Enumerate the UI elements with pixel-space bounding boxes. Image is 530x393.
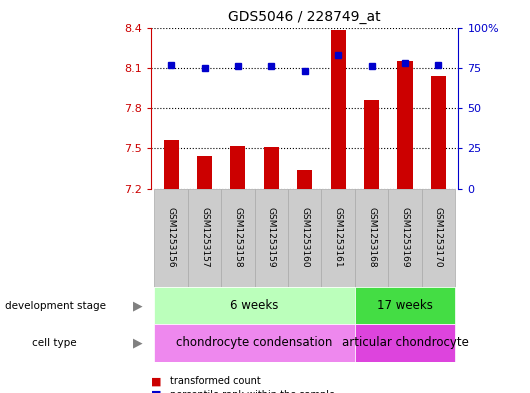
Bar [154,189,188,287]
Bar [322,189,355,287]
Bar [364,100,379,189]
Text: 6 weeks: 6 weeks [231,299,279,312]
Bar [297,170,312,189]
Text: articular chondrocyte: articular chondrocyte [341,336,469,349]
Text: GSM1253158: GSM1253158 [233,208,242,268]
Text: ■: ■ [151,390,162,393]
Bar [355,189,388,287]
Bar [221,189,254,287]
Bar [288,189,322,287]
Text: percentile rank within the sample: percentile rank within the sample [170,390,334,393]
Text: ▶: ▶ [133,299,143,312]
Text: development stage: development stage [5,301,107,310]
Bar [254,189,288,287]
Title: GDS5046 / 228749_at: GDS5046 / 228749_at [228,10,381,24]
Text: ▶: ▶ [133,336,143,349]
Bar [154,287,355,324]
Bar [398,61,412,189]
Text: GSM1253156: GSM1253156 [166,208,175,268]
Text: transformed count: transformed count [170,376,260,386]
Text: GSM1253170: GSM1253170 [434,208,443,268]
Bar [188,189,221,287]
Text: GSM1253157: GSM1253157 [200,208,209,268]
Text: 17 weeks: 17 weeks [377,299,433,312]
Text: GSM1253161: GSM1253161 [334,208,343,268]
Text: ■: ■ [151,376,162,386]
Bar [231,146,245,189]
Text: GSM1253159: GSM1253159 [267,208,276,268]
Bar [355,287,455,324]
Bar [388,189,422,287]
Bar [331,30,346,189]
Bar [355,324,455,362]
Text: GSM1253160: GSM1253160 [301,208,309,268]
Bar [154,324,355,362]
Text: chondrocyte condensation: chondrocyte condensation [176,336,333,349]
Bar [264,147,279,189]
Bar [197,156,212,189]
Bar [164,140,179,189]
Text: GSM1253168: GSM1253168 [367,208,376,268]
Text: cell type: cell type [32,338,76,348]
Bar [422,189,455,287]
Bar [431,76,446,189]
Text: GSM1253169: GSM1253169 [401,208,410,268]
